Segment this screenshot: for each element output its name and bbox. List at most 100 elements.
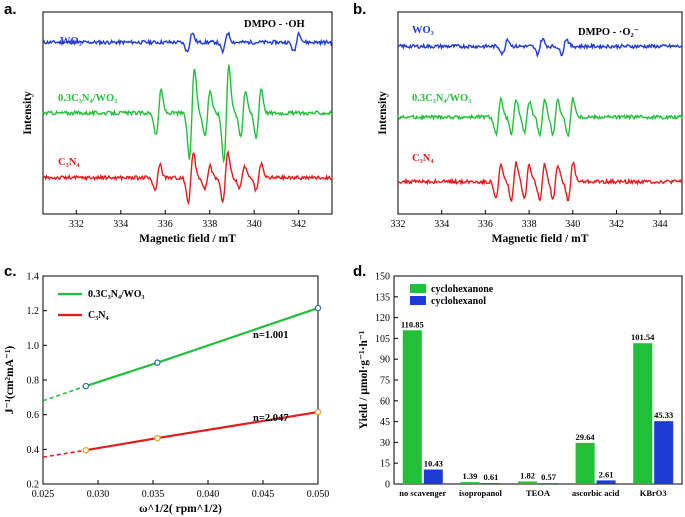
panel-label: c. bbox=[4, 263, 17, 280]
y-tick-label: 150 bbox=[375, 272, 390, 283]
data-point bbox=[154, 434, 161, 442]
bar-cyclohexanol bbox=[481, 483, 501, 484]
y-tick-label: 0.6 bbox=[27, 410, 40, 421]
bar-cyclohexanol bbox=[539, 483, 558, 484]
series-label-WO3: WO₃ bbox=[60, 36, 82, 47]
panel-a: a. DMPO - ·OH 332 334 336 338 340 342 Magnetic f… bbox=[4, 1, 333, 245]
bar-cyclohexanol bbox=[654, 421, 674, 484]
x-tick-label: 334 bbox=[113, 219, 128, 230]
x-tick-label: 0.040 bbox=[197, 489, 220, 500]
data-label: 10.43 bbox=[424, 459, 443, 469]
bar-cyclohexanol bbox=[596, 480, 616, 484]
legend-label-cyclohexanol: cyclohexanol bbox=[431, 296, 486, 307]
legend-label-0.3C3N4/WO3: 0.3C₃N₄/WO₃ bbox=[88, 289, 145, 300]
y-axis-label: Yield / μmol·g⁻¹·h⁻¹ bbox=[358, 331, 370, 430]
spectrum-C3N4 bbox=[397, 160, 683, 203]
legend-label-cyclohexanone: cyclohexanone bbox=[431, 284, 494, 295]
y-tick-label: 45 bbox=[380, 417, 390, 428]
spectrum-0.3C3N4/WO3 bbox=[42, 64, 333, 164]
category-label: isopropanol bbox=[459, 488, 502, 498]
category-label: ascorbic acid bbox=[572, 488, 620, 498]
data-point bbox=[82, 446, 90, 454]
x-tick-label: 0.050 bbox=[307, 489, 330, 500]
data-point bbox=[154, 359, 161, 366]
y-tick-label: 1.4 bbox=[27, 272, 40, 283]
bar-cyclohexanone bbox=[402, 330, 422, 484]
series-label-0.3C3N4/WO3: 0.3C₃N₄/WO₃ bbox=[412, 93, 471, 104]
spectrum-C3N4 bbox=[42, 149, 333, 206]
panel-label: d. bbox=[353, 263, 366, 280]
data-label: 110.85 bbox=[401, 319, 424, 329]
x-tick-label: 340 bbox=[565, 219, 580, 230]
spectrum-WO3 bbox=[397, 37, 683, 58]
x-tick-label: 338 bbox=[522, 219, 537, 230]
legend-swatch-cyclohexanol bbox=[410, 296, 426, 305]
data-label: 2.61 bbox=[599, 469, 614, 479]
slope-annotation: n=1.001 bbox=[253, 330, 288, 341]
bar-cyclohexanone bbox=[575, 442, 595, 484]
panel-label: b. bbox=[353, 1, 366, 18]
x-axis-label: Magnetic field / mT bbox=[492, 233, 589, 245]
data-point bbox=[314, 304, 322, 312]
legend-swatch-cyclohexanone bbox=[410, 284, 426, 293]
fit-line-0.3C3N4/WO3 bbox=[85, 307, 319, 388]
y-axis-label: Intensity bbox=[22, 91, 34, 135]
y-tick-label: 135 bbox=[375, 292, 390, 303]
data-label: 101.54 bbox=[631, 332, 655, 342]
x-tick-label: 0.035 bbox=[142, 489, 165, 500]
x-axis-label: ω^1/2( rpm^1/2) bbox=[139, 503, 222, 515]
x-tick-label: 336 bbox=[158, 219, 173, 230]
category-label: no scavenger bbox=[399, 488, 446, 498]
x-tick-label: 344 bbox=[653, 219, 668, 230]
x-tick-label: 0.045 bbox=[252, 489, 275, 500]
x-axis-label: Magnetic field / mT bbox=[139, 233, 236, 245]
y-tick-label: 0 bbox=[385, 480, 390, 491]
data-point bbox=[82, 382, 90, 390]
bar-cyclohexanone bbox=[633, 343, 653, 484]
extrapolation-C3N4 bbox=[42, 449, 87, 458]
y-axis-label: J⁻¹(cm²mA⁻¹) bbox=[4, 346, 16, 415]
category-label: TEOA bbox=[526, 488, 551, 498]
x-tick-label: 342 bbox=[291, 219, 306, 230]
x-tick-label: 332 bbox=[391, 219, 406, 230]
spectrum-WO3 bbox=[42, 30, 333, 55]
x-tick-label: 0.025 bbox=[32, 489, 55, 500]
x-tick-label: 336 bbox=[478, 219, 493, 230]
slope-annotation: n=2.047 bbox=[253, 413, 288, 424]
x-tick-label: 332 bbox=[69, 219, 84, 230]
panel-label: a. bbox=[4, 1, 17, 18]
x-tick-label: 342 bbox=[609, 219, 624, 230]
panel-d: d. 0 15 30 45 60 75 90 105 120 135 150 Yield / μmol·… bbox=[353, 263, 683, 498]
series-label-WO3: WO₃ bbox=[412, 25, 434, 36]
category-label: KBrO3 bbox=[640, 488, 667, 498]
y-tick-label: 15 bbox=[380, 459, 390, 470]
bar-cyclohexanone bbox=[460, 482, 480, 484]
y-tick-label: 30 bbox=[380, 438, 390, 449]
chart-title: DMPO - ·OH bbox=[244, 19, 305, 30]
y-tick-label: 105 bbox=[375, 334, 390, 345]
legend-label-C3N4: C₃N₄ bbox=[88, 310, 108, 321]
y-tick-label: 0.4 bbox=[27, 445, 40, 456]
y-tick-label: 1.2 bbox=[27, 306, 40, 317]
y-tick-label: 75 bbox=[380, 376, 390, 387]
data-label: 0.61 bbox=[483, 472, 498, 482]
y-tick-label: 0.2 bbox=[27, 480, 40, 491]
y-tick-label: 1.0 bbox=[27, 341, 40, 352]
data-label: 29.64 bbox=[576, 432, 596, 442]
series-label-C3N4: C₃N₄ bbox=[58, 157, 80, 168]
x-tick-label: 340 bbox=[247, 219, 262, 230]
bar-cyclohexanone bbox=[518, 481, 537, 484]
extrapolation-0.3C3N4/WO3 bbox=[42, 385, 87, 402]
chart-title: DMPO - ·O₂⁻ bbox=[578, 27, 639, 38]
data-label: 0.57 bbox=[541, 472, 557, 482]
data-label: 45.33 bbox=[654, 410, 673, 420]
y-axis-label: Intensity bbox=[377, 91, 389, 135]
data-label: 1.39 bbox=[462, 471, 477, 481]
bar-cyclohexanol bbox=[423, 469, 443, 484]
series-label-0.3C3N4/WO3: 0.3C₃N₄/WO₃ bbox=[58, 93, 117, 104]
x-tick-label: 334 bbox=[434, 219, 449, 230]
y-tick-label: 60 bbox=[380, 396, 390, 407]
x-tick-label: 0.030 bbox=[87, 489, 110, 500]
y-tick-label: 0.8 bbox=[27, 376, 40, 387]
